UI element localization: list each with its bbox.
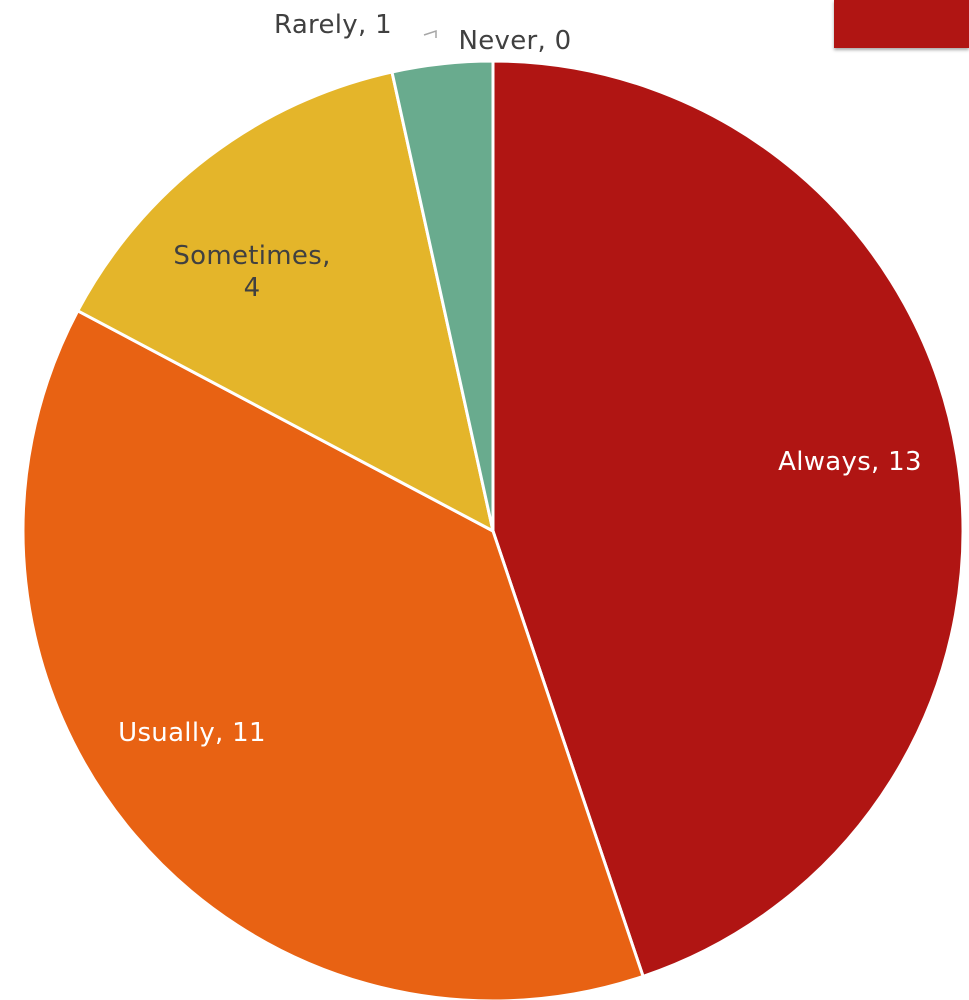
pie-slice-sometimes	[76, 70, 495, 533]
data-label-never: Never, 0	[459, 26, 572, 56]
leader-lines	[423, 29, 437, 38]
pie-slice-rarely	[390, 59, 495, 533]
data-label-sometimes: Sometimes, 4	[173, 241, 330, 303]
pie-slices	[21, 59, 965, 1000]
pie-slice-usually	[21, 309, 645, 1000]
pie-slice-always	[491, 59, 965, 978]
leader-line-rarely	[423, 29, 437, 38]
data-label-rarely: Rarely, 1	[274, 10, 392, 40]
data-labels: Always, 13 Usually, 11 Sometimes, 4 Rarely, …	[118, 10, 922, 748]
corner-accent-block	[834, 0, 969, 48]
data-label-always: Always, 13	[778, 447, 922, 477]
data-label-usually: Usually, 11	[118, 718, 266, 748]
